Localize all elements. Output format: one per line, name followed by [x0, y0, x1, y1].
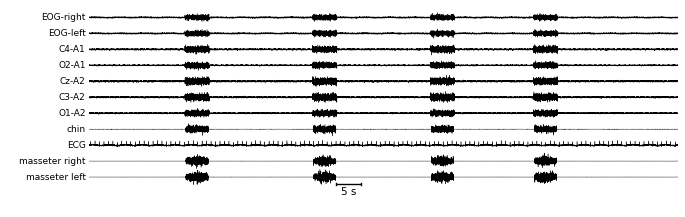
- Text: EOG-right: EOG-right: [41, 13, 86, 22]
- Text: O2-A1: O2-A1: [58, 61, 86, 70]
- Text: 5 s: 5 s: [341, 187, 356, 197]
- Text: EOG-left: EOG-left: [48, 29, 86, 38]
- Text: masseter left: masseter left: [25, 173, 86, 182]
- Text: C4-A1: C4-A1: [59, 45, 86, 54]
- Text: masseter right: masseter right: [19, 157, 86, 166]
- Text: chin: chin: [66, 125, 86, 134]
- Text: Cz-A2: Cz-A2: [60, 77, 86, 86]
- Text: ECG: ECG: [66, 141, 86, 150]
- Text: O1-A2: O1-A2: [58, 109, 86, 118]
- Text: C3-A2: C3-A2: [59, 93, 86, 102]
